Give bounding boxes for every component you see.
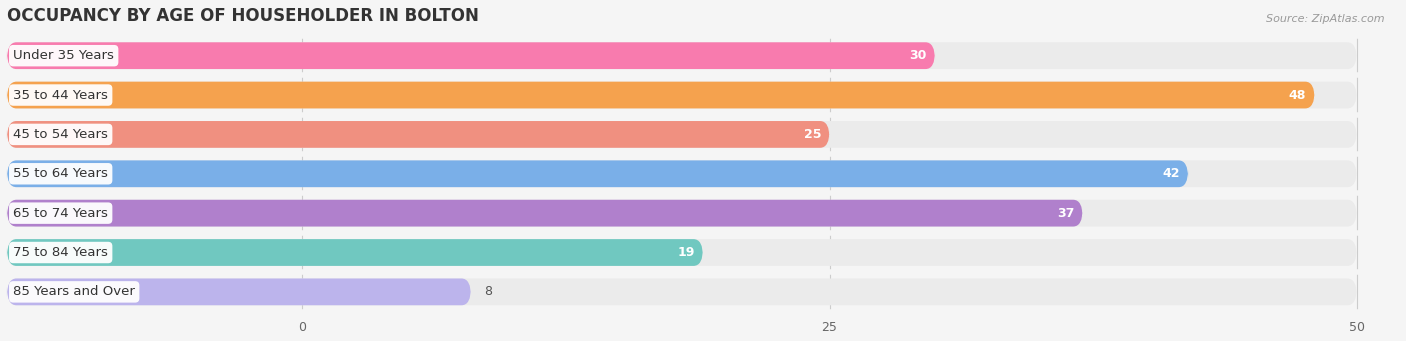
Text: 8: 8 [484, 285, 492, 298]
FancyBboxPatch shape [7, 42, 935, 69]
FancyBboxPatch shape [7, 200, 1083, 226]
Text: 55 to 64 Years: 55 to 64 Years [13, 167, 108, 180]
FancyBboxPatch shape [7, 121, 830, 148]
Text: 37: 37 [1057, 207, 1074, 220]
FancyBboxPatch shape [7, 200, 1357, 226]
Text: OCCUPANCY BY AGE OF HOUSEHOLDER IN BOLTON: OCCUPANCY BY AGE OF HOUSEHOLDER IN BOLTO… [7, 7, 479, 25]
Text: 48: 48 [1289, 89, 1306, 102]
Text: 25: 25 [804, 128, 821, 141]
Text: 75 to 84 Years: 75 to 84 Years [13, 246, 108, 259]
Text: 45 to 54 Years: 45 to 54 Years [13, 128, 108, 141]
FancyBboxPatch shape [7, 279, 1357, 305]
FancyBboxPatch shape [7, 239, 703, 266]
Text: 35 to 44 Years: 35 to 44 Years [13, 89, 108, 102]
FancyBboxPatch shape [7, 279, 471, 305]
FancyBboxPatch shape [7, 121, 1357, 148]
FancyBboxPatch shape [7, 239, 1357, 266]
Text: Source: ZipAtlas.com: Source: ZipAtlas.com [1267, 14, 1385, 24]
Text: Under 35 Years: Under 35 Years [13, 49, 114, 62]
FancyBboxPatch shape [7, 160, 1357, 187]
Text: 85 Years and Over: 85 Years and Over [13, 285, 135, 298]
FancyBboxPatch shape [7, 81, 1315, 108]
Text: 19: 19 [678, 246, 695, 259]
Text: 30: 30 [910, 49, 927, 62]
Text: 65 to 74 Years: 65 to 74 Years [13, 207, 108, 220]
Text: 42: 42 [1163, 167, 1180, 180]
FancyBboxPatch shape [7, 160, 1188, 187]
FancyBboxPatch shape [7, 81, 1357, 108]
FancyBboxPatch shape [7, 42, 1357, 69]
